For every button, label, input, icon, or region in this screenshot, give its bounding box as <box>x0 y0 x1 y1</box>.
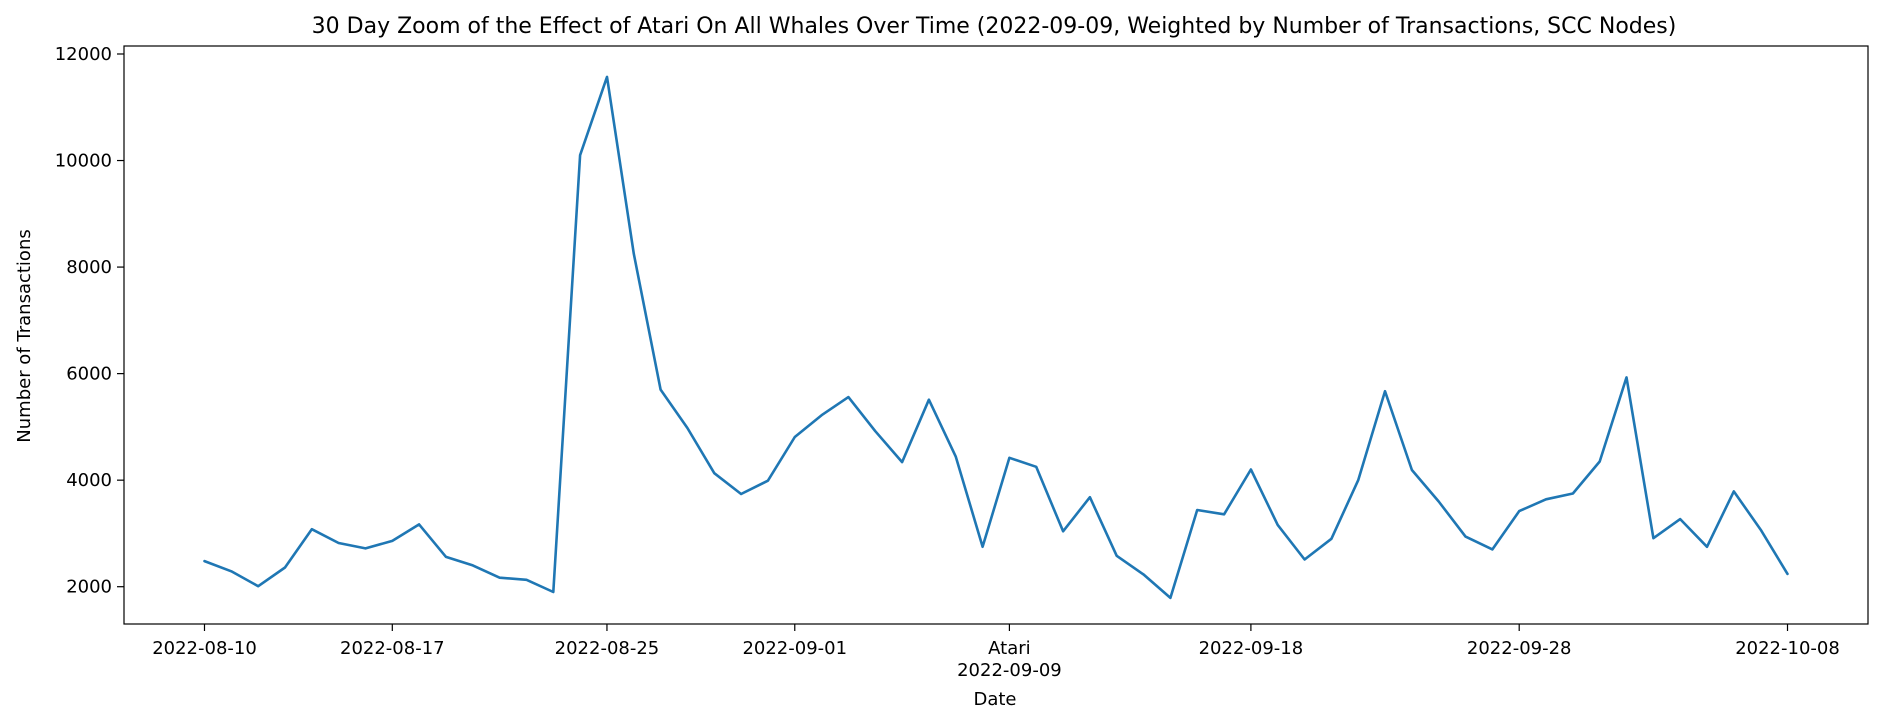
x-tick-label: 2022-09-01 <box>742 638 847 659</box>
y-axis-label: Number of Transactions <box>14 229 35 442</box>
event-date-label: 2022-09-09 <box>957 660 1062 681</box>
x-axis-label: Date <box>973 689 1016 710</box>
y-tick-label: 10000 <box>55 151 112 172</box>
series-line <box>203 75 1789 600</box>
y-tick-label: 2000 <box>66 577 112 598</box>
chart-title: 30 Day Zoom of the Effect of Atari On Al… <box>312 14 1677 39</box>
y-tick-label: 12000 <box>55 44 112 65</box>
plot-frame <box>123 45 1869 625</box>
x-tick-label: 2022-08-17 <box>340 638 445 659</box>
x-tick-label: Atari <box>988 638 1031 659</box>
x-tick-label: 2022-10-08 <box>1735 638 1840 659</box>
y-tick-label: 6000 <box>66 364 112 385</box>
x-tick-label: 2022-09-28 <box>1467 638 1572 659</box>
x-tick-label: 2022-09-18 <box>1199 638 1304 659</box>
axes: 2000 4000 6000 8000 10000 12000 2022-08-10 2022… <box>55 44 1869 681</box>
x-tick-label: 2022-08-10 <box>152 638 257 659</box>
y-tick-label: 8000 <box>66 257 112 278</box>
x-tick-label: 2022-08-25 <box>555 638 660 659</box>
y-tick-label: 4000 <box>66 470 112 491</box>
